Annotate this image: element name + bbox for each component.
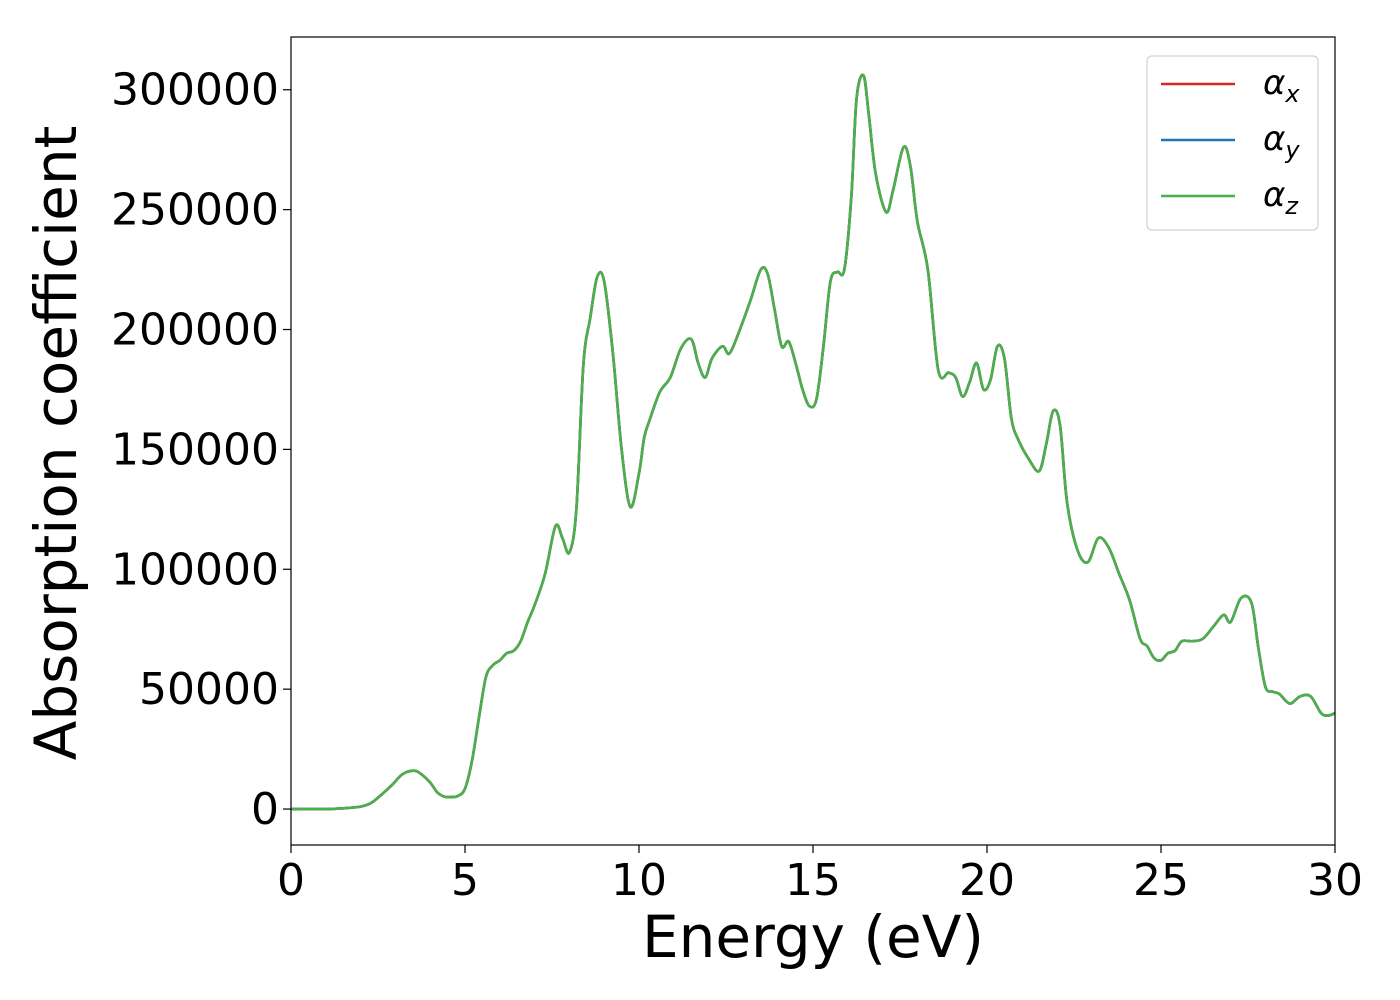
- legend-label-z: αz: [1263, 175, 1299, 220]
- legend-label-x: αx: [1263, 63, 1300, 108]
- x-tick-label: 0: [277, 855, 305, 906]
- y-tick-label: 300000: [111, 65, 279, 116]
- x-tick-label: 15: [785, 855, 841, 906]
- legend: αx αy αz: [1146, 55, 1319, 231]
- x-tick-label: 30: [1307, 855, 1363, 906]
- x-axis-label: Energy (eV): [642, 903, 984, 971]
- y-tick-label: 100000: [111, 544, 279, 595]
- y-tick-label: 250000: [111, 185, 279, 236]
- y-tick-label: 200000: [111, 305, 279, 356]
- x-tick-label: 5: [451, 855, 479, 906]
- series-line-z: [291, 73, 1335, 811]
- y-tick-label: 150000: [111, 424, 279, 475]
- legend-label-y: αy: [1263, 119, 1300, 164]
- y-axis-label: Absorption coefficient: [22, 126, 90, 761]
- y-tick-label: 50000: [139, 664, 279, 715]
- y-tick-label: 0: [251, 784, 279, 835]
- series-lines: [291, 73, 1335, 811]
- x-tick-label: 25: [1133, 855, 1189, 906]
- legend-box: [1146, 55, 1319, 231]
- x-tick-label: 10: [611, 855, 667, 906]
- y-axis-ticks: 0 50000 100000 150000 200000 250000 300000: [111, 65, 291, 835]
- x-axis-ticks: 0 5 10 15 20 25 30: [277, 845, 1363, 906]
- x-tick-label: 20: [959, 855, 1015, 906]
